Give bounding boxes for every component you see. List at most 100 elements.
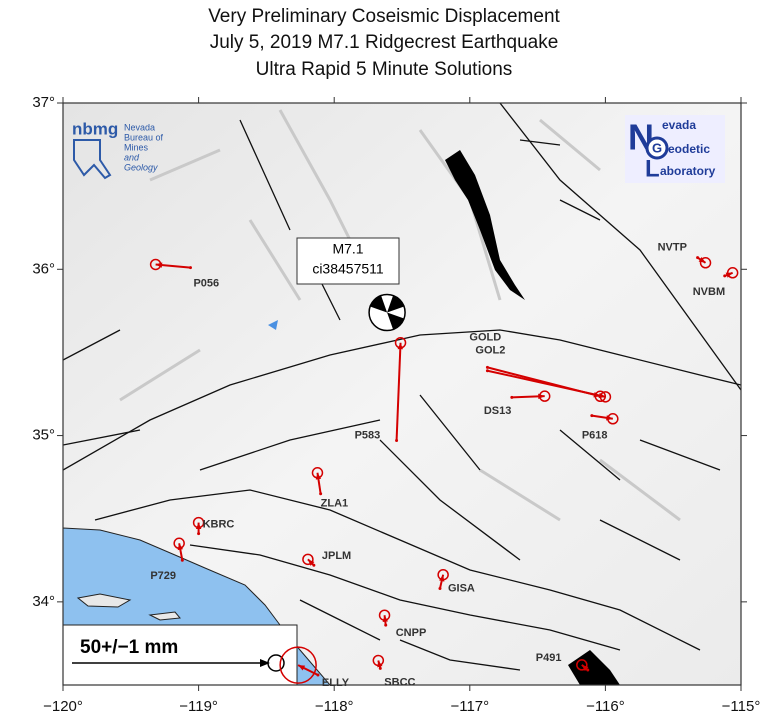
scale-ellipse <box>267 654 285 672</box>
station <box>510 395 514 399</box>
logo-shape <box>73 139 112 180</box>
station <box>696 256 700 260</box>
lat-tick-label: 35° <box>32 427 55 444</box>
station-label: P056 <box>193 278 219 290</box>
logo-text: Mines <box>124 142 149 152</box>
displacement-vector <box>487 369 606 398</box>
error-ellipse <box>378 609 391 621</box>
station <box>197 532 201 536</box>
station-label: SBCC <box>384 676 415 688</box>
station <box>378 666 382 670</box>
dry-lake <box>445 150 525 300</box>
station-label: GOL2 <box>475 345 505 357</box>
logo-bg <box>625 115 725 183</box>
station <box>395 439 399 443</box>
ngl-logo: N G L evada eodetic aboratory <box>625 115 725 183</box>
scale-arrowhead <box>260 659 270 667</box>
basemap <box>63 103 741 685</box>
event-id: ci38457511 <box>312 261 384 277</box>
logo-text: and <box>124 152 140 162</box>
lon-tick-label: −119° <box>179 698 218 715</box>
event-box: M7.1 ci38457511 <box>296 237 400 285</box>
nbmg-logo: nbmg <box>72 119 118 180</box>
scale-box <box>63 624 298 685</box>
faults <box>63 103 741 671</box>
error-ellipse <box>192 516 205 529</box>
lat-tick-label: 37° <box>32 94 55 111</box>
event-label-box <box>296 237 400 285</box>
lon-tick-label: −118° <box>315 698 354 715</box>
frame <box>62 102 742 686</box>
lat-tick-label: 34° <box>32 593 55 610</box>
error-ellipse <box>279 646 317 684</box>
station-label: P583 <box>355 429 381 441</box>
error-ellipse <box>149 258 162 271</box>
lake <box>268 320 278 330</box>
station-label: P618 <box>582 430 608 442</box>
logo-text: Geology <box>124 162 158 172</box>
station <box>586 668 590 672</box>
station <box>180 558 184 562</box>
event-mechanism-quadrant <box>370 295 405 330</box>
station <box>438 587 442 591</box>
station-label: P491 <box>536 652 562 664</box>
island <box>76 593 132 608</box>
error-ellipse <box>538 390 551 402</box>
station <box>485 365 489 369</box>
logo-text: aboratory <box>660 164 716 178</box>
station-label: ZLA1 <box>321 498 349 510</box>
error-ellipse <box>302 553 314 566</box>
station-label: JPLM <box>322 550 351 562</box>
station-label: CNPP <box>396 627 427 639</box>
title: Very Preliminary Coseismic Displacement … <box>208 6 560 80</box>
lon-tick-label: −116° <box>586 698 625 715</box>
error-ellipse <box>372 654 385 667</box>
error-ellipse <box>699 257 712 269</box>
title-line: Very Preliminary Coseismic Displacement <box>208 6 560 27</box>
station-label: GOLD <box>469 331 501 343</box>
lat-tick-label: 36° <box>32 260 55 277</box>
station <box>485 369 489 373</box>
station <box>590 414 594 418</box>
logo-letter: G <box>652 140 662 155</box>
station <box>384 623 388 627</box>
title-line: Ultra Rapid 5 Minute Solutions <box>256 59 513 80</box>
station <box>312 563 316 567</box>
logo-text: evada <box>662 118 696 132</box>
lon-tick-label: −120° <box>43 698 83 715</box>
error-ellipse <box>311 467 324 479</box>
station <box>188 266 192 270</box>
station <box>319 492 323 496</box>
logo-letter: L <box>645 155 660 182</box>
lon-tick-label: −117° <box>450 698 489 715</box>
logo-letter <box>645 136 669 160</box>
station-label: GISA <box>448 582 475 594</box>
station-label: DS13 <box>484 405 512 417</box>
station <box>316 673 320 677</box>
logo-text: Bureau of <box>124 132 164 142</box>
error-ellipse <box>599 391 612 403</box>
logo-text: nbmg <box>72 119 118 138</box>
salton-sea <box>568 650 620 685</box>
station-label: NVBM <box>693 286 725 298</box>
lon-tick-label: −115° <box>722 698 761 715</box>
error-ellipse <box>394 336 407 349</box>
station-label: P729 <box>150 570 176 582</box>
overlay: −120° −119° −118° −117° −116° −115° 34° 35° 36° 3… <box>32 94 760 715</box>
error-ellipse <box>173 537 185 550</box>
station <box>723 274 727 278</box>
error-ellipse <box>576 659 588 671</box>
station-label: ELLY <box>322 677 350 689</box>
logo-text: eodetic <box>668 142 710 156</box>
scale-label: 50+/−1 mm <box>80 637 178 658</box>
logo-text: Nevada <box>124 122 155 132</box>
vector-head <box>298 665 306 671</box>
station-label: NVTP <box>658 242 687 254</box>
displacement-vector <box>395 342 402 441</box>
station-label: KBRC <box>203 519 235 531</box>
error-ellipse <box>726 267 739 279</box>
event-magnitude: M7.1 <box>332 241 363 257</box>
